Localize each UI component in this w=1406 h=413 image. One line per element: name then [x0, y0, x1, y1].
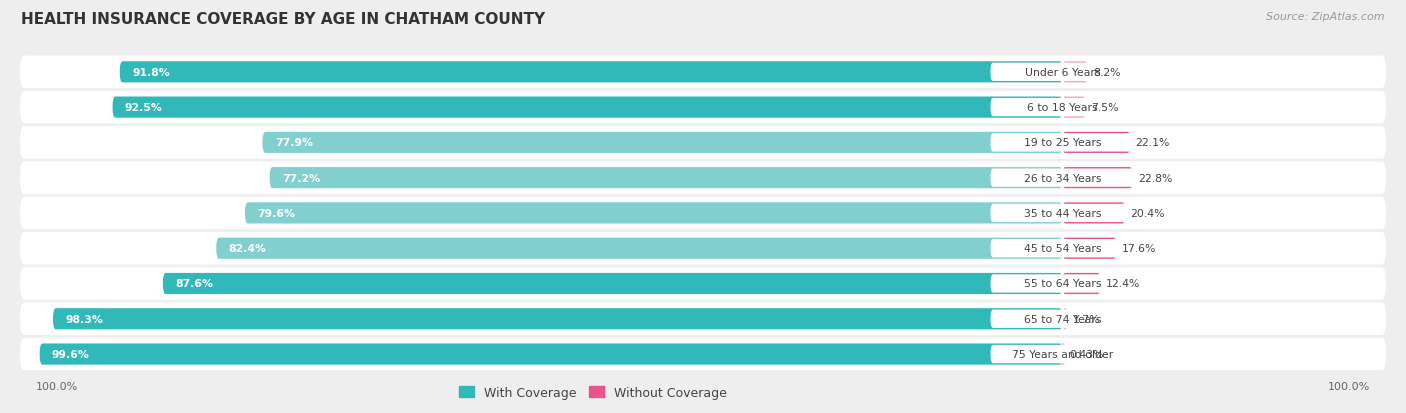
FancyBboxPatch shape: [990, 345, 1135, 363]
Text: 100.0%: 100.0%: [35, 381, 77, 391]
FancyBboxPatch shape: [1063, 309, 1067, 330]
FancyBboxPatch shape: [20, 197, 1386, 230]
FancyBboxPatch shape: [990, 204, 1135, 223]
Text: 100.0%: 100.0%: [1329, 381, 1371, 391]
FancyBboxPatch shape: [53, 309, 1063, 330]
FancyBboxPatch shape: [990, 64, 1135, 82]
Text: 79.6%: 79.6%: [257, 209, 295, 218]
Text: 6 to 18 Years: 6 to 18 Years: [1028, 103, 1098, 113]
Text: Under 6 Years: Under 6 Years: [1025, 68, 1099, 78]
FancyBboxPatch shape: [217, 238, 1063, 259]
Text: 12.4%: 12.4%: [1105, 279, 1140, 289]
FancyBboxPatch shape: [112, 97, 1063, 119]
FancyBboxPatch shape: [990, 99, 1135, 117]
FancyBboxPatch shape: [990, 240, 1135, 258]
Text: 98.3%: 98.3%: [65, 314, 103, 324]
FancyBboxPatch shape: [990, 310, 1135, 328]
Text: 65 to 74 Years: 65 to 74 Years: [1024, 314, 1101, 324]
Text: 45 to 54 Years: 45 to 54 Years: [1024, 244, 1101, 254]
FancyBboxPatch shape: [1063, 203, 1125, 224]
FancyBboxPatch shape: [20, 338, 1386, 370]
Text: HEALTH INSURANCE COVERAGE BY AGE IN CHATHAM COUNTY: HEALTH INSURANCE COVERAGE BY AGE IN CHAT…: [21, 12, 546, 27]
Text: 7.5%: 7.5%: [1091, 103, 1118, 113]
FancyBboxPatch shape: [990, 275, 1135, 293]
Text: 35 to 44 Years: 35 to 44 Years: [1024, 209, 1101, 218]
Text: 75 Years and older: 75 Years and older: [1012, 349, 1114, 359]
FancyBboxPatch shape: [1063, 62, 1088, 83]
Legend: With Coverage, Without Coverage: With Coverage, Without Coverage: [458, 386, 727, 399]
Text: 22.8%: 22.8%: [1137, 173, 1173, 183]
Text: 20.4%: 20.4%: [1130, 209, 1166, 218]
FancyBboxPatch shape: [1063, 238, 1116, 259]
Text: 1.7%: 1.7%: [1073, 314, 1101, 324]
FancyBboxPatch shape: [1063, 273, 1101, 294]
FancyBboxPatch shape: [270, 168, 1063, 189]
FancyBboxPatch shape: [990, 134, 1135, 152]
Text: 99.6%: 99.6%: [52, 349, 90, 359]
Text: 22.1%: 22.1%: [1136, 138, 1170, 148]
FancyBboxPatch shape: [990, 169, 1135, 188]
Text: 19 to 25 Years: 19 to 25 Years: [1024, 138, 1101, 148]
Text: 55 to 64 Years: 55 to 64 Years: [1024, 279, 1101, 289]
Text: 26 to 34 Years: 26 to 34 Years: [1024, 173, 1101, 183]
FancyBboxPatch shape: [20, 303, 1386, 335]
FancyBboxPatch shape: [263, 133, 1063, 154]
Text: 17.6%: 17.6%: [1122, 244, 1156, 254]
FancyBboxPatch shape: [39, 344, 1063, 365]
FancyBboxPatch shape: [20, 57, 1386, 89]
Text: 82.4%: 82.4%: [229, 244, 267, 254]
FancyBboxPatch shape: [163, 273, 1063, 294]
FancyBboxPatch shape: [245, 203, 1063, 224]
FancyBboxPatch shape: [20, 92, 1386, 124]
Text: 87.6%: 87.6%: [176, 279, 214, 289]
FancyBboxPatch shape: [20, 268, 1386, 300]
FancyBboxPatch shape: [120, 62, 1063, 83]
FancyBboxPatch shape: [1063, 97, 1085, 119]
Text: 77.9%: 77.9%: [274, 138, 312, 148]
Text: 92.5%: 92.5%: [125, 103, 163, 113]
Text: Source: ZipAtlas.com: Source: ZipAtlas.com: [1267, 12, 1385, 22]
FancyBboxPatch shape: [1062, 344, 1066, 365]
Text: 91.8%: 91.8%: [132, 68, 170, 78]
FancyBboxPatch shape: [20, 233, 1386, 265]
Text: 77.2%: 77.2%: [283, 173, 321, 183]
FancyBboxPatch shape: [20, 127, 1386, 159]
FancyBboxPatch shape: [1063, 168, 1133, 189]
Text: 0.43%: 0.43%: [1069, 349, 1104, 359]
Text: 8.2%: 8.2%: [1092, 68, 1121, 78]
FancyBboxPatch shape: [1063, 133, 1130, 154]
FancyBboxPatch shape: [20, 162, 1386, 195]
